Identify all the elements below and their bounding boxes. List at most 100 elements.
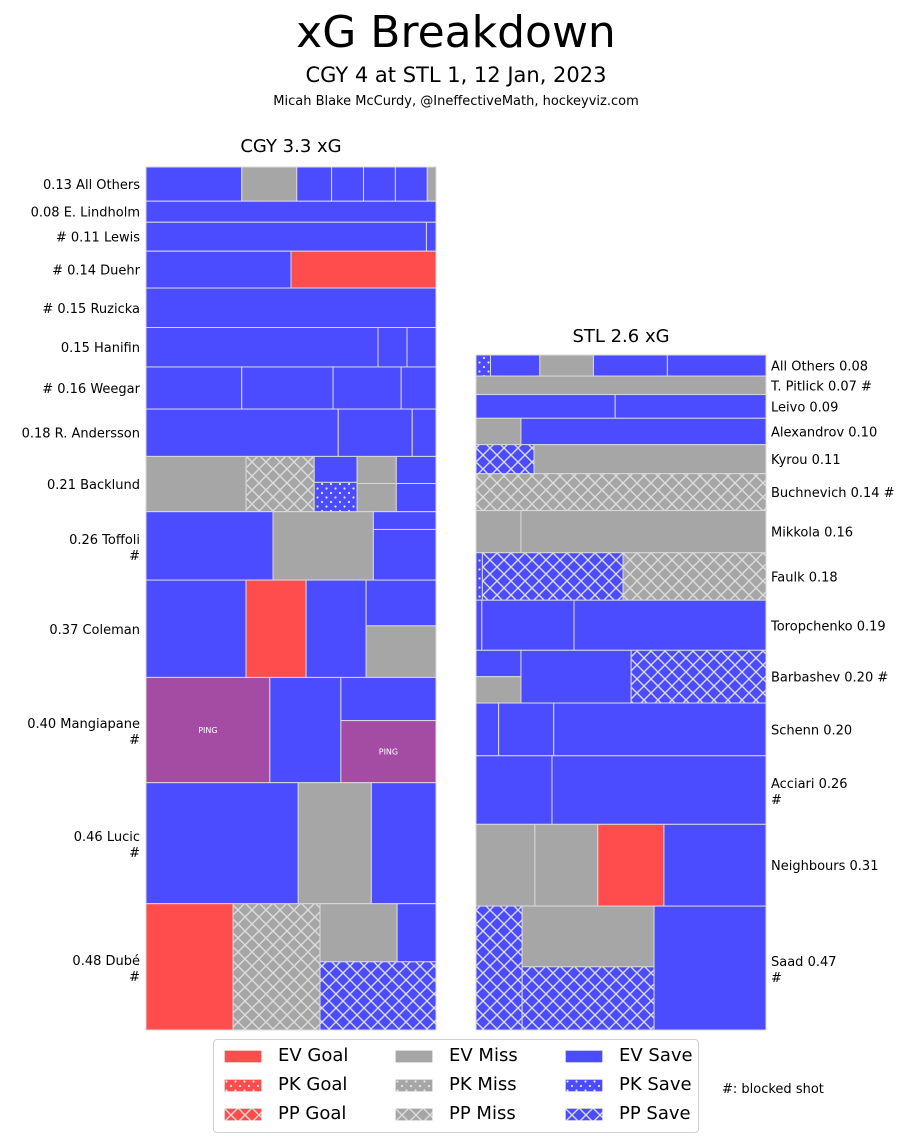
player-label: Schenn 0.20 <box>771 723 852 738</box>
shot-tile-save-ev <box>592 354 668 377</box>
player-row: Leivo 0.09 <box>475 394 838 419</box>
player-row: T. Pitlick 0.07 # <box>475 375 872 396</box>
shot-tile-miss-ev <box>426 166 437 202</box>
blocked-shot-marker: # <box>129 970 140 985</box>
player-row: 0.08 E. Lindholm <box>31 200 437 223</box>
shot-tile-miss-ev <box>533 444 767 475</box>
shot-tile-save-ev <box>145 221 427 252</box>
player-label: # 0.14 Duehr <box>52 264 141 279</box>
player-label: Toropchenko 0.19 <box>770 619 886 634</box>
penalty-label: PING <box>198 726 217 735</box>
player-label: 0.13 All Others <box>43 178 140 193</box>
legend-label: PP Miss <box>449 1103 516 1124</box>
player-row: 0.37 Coleman <box>49 579 437 678</box>
player-row: 0.26 Toffoli# <box>69 511 437 581</box>
legend-item-pp-miss: PP Miss <box>395 1102 516 1126</box>
player-label: T. Pitlick 0.07 # <box>770 379 872 394</box>
shot-tile-save-ev <box>520 417 767 446</box>
shot-tile-penalty-ev <box>340 720 437 784</box>
player-row: All Others 0.08 <box>475 354 868 377</box>
shot-tile-save-ev <box>425 221 437 252</box>
shot-tile-save-ev <box>400 366 437 410</box>
player-label: 0.46 Lucic <box>74 830 140 845</box>
player-label: 0.37 Coleman <box>49 623 140 638</box>
legend-item-pp-save: PP Save <box>565 1102 691 1126</box>
stl-treemap: All Others 0.08 T. Pitlick 0.07 # Leivo 0.… <box>475 354 895 1031</box>
player-row: # 0.15 Ruzicka <box>42 287 437 328</box>
player-label: Acciari 0.26 <box>771 777 848 792</box>
shot-tile-goal-ev <box>145 903 234 1031</box>
shot-tile-save-ev <box>551 755 767 825</box>
legend-item-ev-save: EV Save <box>565 1044 693 1068</box>
shot-tile-save-ev <box>145 166 243 202</box>
player-row: Mikkola 0.16 <box>475 510 853 554</box>
player-row: Saad 0.47# <box>475 905 837 1031</box>
player-row: 0.13 All Others <box>43 166 437 202</box>
blocked-shot-marker: # <box>129 549 140 564</box>
shot-tile-save-ev <box>305 579 367 678</box>
player-row: 0.15 Hanifin <box>61 326 437 368</box>
shot-tile-save-ev <box>481 599 575 651</box>
legend-swatch-fill <box>565 1078 603 1092</box>
shot-tile-save-ev <box>475 649 522 678</box>
player-row: 0.48 Dubé# <box>72 903 437 1031</box>
legend-swatch-fill <box>395 1049 433 1063</box>
player-row: Alexandrov 0.10 <box>475 417 877 446</box>
shot-tile-save-ev <box>614 394 767 419</box>
shot-tile-miss-ev <box>272 511 374 581</box>
shot-tile-save-ev <box>145 287 437 328</box>
shot-tile-save-ev <box>498 702 555 757</box>
player-label: Alexandrov 0.10 <box>771 425 877 440</box>
shot-tile-save-pp <box>475 905 523 1031</box>
shot-tile-save-ev <box>520 649 632 704</box>
player-row: 0.21 Backlund <box>47 455 437 513</box>
shot-tile-save-ev <box>145 326 379 368</box>
shot-tile-save-ev <box>490 354 541 377</box>
shot-tile-save-ev <box>145 200 437 223</box>
blocked-shot-marker: # <box>129 846 140 861</box>
shot-tile-save-ev <box>396 903 437 963</box>
legend-swatch-ev-save <box>565 1049 603 1063</box>
legend-label: EV Save <box>619 1045 693 1066</box>
player-label: 0.40 Mangiapane <box>27 717 140 732</box>
legend-label: PK Goal <box>278 1074 348 1095</box>
player-label: # 0.15 Ruzicka <box>42 302 140 317</box>
chart-title: xG Breakdown <box>296 7 616 58</box>
shot-tile-save-ev <box>332 366 402 410</box>
blocked-shot-marker: # <box>771 971 782 986</box>
player-label: # 0.16 Weegar <box>42 382 140 397</box>
shot-tile-save-ev <box>145 579 247 678</box>
legend-swatch-pp-goal <box>224 1107 262 1121</box>
legend-swatch-pk-goal <box>224 1078 262 1092</box>
player-row: PING PING 0.40 Mangiapane# <box>27 676 437 784</box>
shot-tile-save-ev <box>372 528 437 581</box>
legend-item-pp-goal: PP Goal <box>224 1102 346 1126</box>
stl-panel-title: STL 2.6 xG <box>572 326 670 347</box>
shot-tile-miss-ev <box>297 782 372 905</box>
shot-tile-save-ev <box>145 782 299 905</box>
player-row: # 0.16 Weegar <box>42 366 437 410</box>
shot-tile-miss-ev <box>534 823 599 907</box>
shot-tile-save-pk <box>475 552 483 601</box>
shot-tile-save-ev <box>241 366 334 410</box>
legend-swatch-fill <box>395 1078 433 1092</box>
legend-label: PK Miss <box>449 1074 517 1095</box>
shot-tile-save-ev <box>296 166 333 202</box>
shot-tile-miss-ev <box>521 905 655 968</box>
legend: EV Goal PK Goal PP Goal EV Miss PK Miss … <box>213 1039 699 1133</box>
shot-tile-save-pp <box>630 649 767 704</box>
shot-tile-save-ev <box>145 408 339 457</box>
legend-label: EV Miss <box>449 1045 518 1066</box>
game-subtitle: CGY 4 at STL 1, 12 Jan, 2023 <box>305 63 607 87</box>
shot-tile-miss-pp <box>622 552 767 601</box>
legend-item-pk-goal: PK Goal <box>224 1073 347 1097</box>
player-row: Faulk 0.18 <box>475 552 838 601</box>
shot-tile-save-ev <box>475 755 553 825</box>
player-label: Saad 0.47 <box>771 955 837 970</box>
shot-tile-miss-ev <box>145 455 247 513</box>
shot-tile-save-ev <box>394 166 428 202</box>
player-label: Neighbours 0.31 <box>771 859 878 874</box>
legend-item-ev-miss: EV Miss <box>395 1044 518 1068</box>
player-row: Schenn 0.20 <box>475 702 852 757</box>
